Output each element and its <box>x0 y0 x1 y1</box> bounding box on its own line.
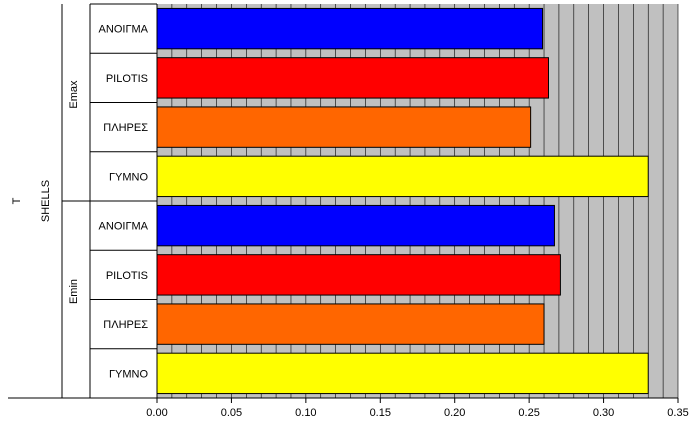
bar <box>156 106 532 148</box>
bar <box>156 155 649 198</box>
bar <box>156 57 549 99</box>
x-tick-label: 0.25 <box>518 407 539 419</box>
bar <box>156 303 545 345</box>
x-tick-label: 0.10 <box>295 407 316 419</box>
group-label: Emax <box>68 80 80 109</box>
bar <box>156 7 544 50</box>
group-label: Emin <box>68 279 80 304</box>
category-label: ΑΝΟΙΓΜΑ <box>99 221 149 233</box>
category-label: ΠΛΗΡΕΣ <box>103 122 148 134</box>
x-tick-label: 0.35 <box>667 407 688 419</box>
outer-group-label: T <box>11 197 23 204</box>
bar <box>156 254 561 296</box>
bars <box>156 7 649 395</box>
bar <box>156 352 649 395</box>
labels: ΑΝΟΙΓΜΑ PILOTIS ΠΛΗΡΕΣ ΓΥΜΝΟ ΑΝΟΙΓΜΑ PILOTIS Π… <box>11 24 689 419</box>
x-tick-label: 0.30 <box>593 407 614 419</box>
x-tick-label: 0.15 <box>370 407 391 419</box>
x-tick-label: 0.20 <box>444 407 465 419</box>
category-label: ΠΛΗΡΕΣ <box>103 319 148 331</box>
bar <box>156 204 555 247</box>
category-label: ΓΥΜΝΟ <box>109 171 149 183</box>
axes <box>8 3 679 403</box>
category-label: PILOTIS <box>106 73 148 85</box>
series-group-label: SHELLS <box>40 180 52 222</box>
category-label: ΓΥΜΝΟ <box>109 368 149 380</box>
x-tick-label: 0.00 <box>146 407 167 419</box>
x-tick-label: 0.05 <box>221 407 242 419</box>
category-label: ΑΝΟΙΓΜΑ <box>99 24 149 36</box>
category-label: PILOTIS <box>106 270 148 282</box>
